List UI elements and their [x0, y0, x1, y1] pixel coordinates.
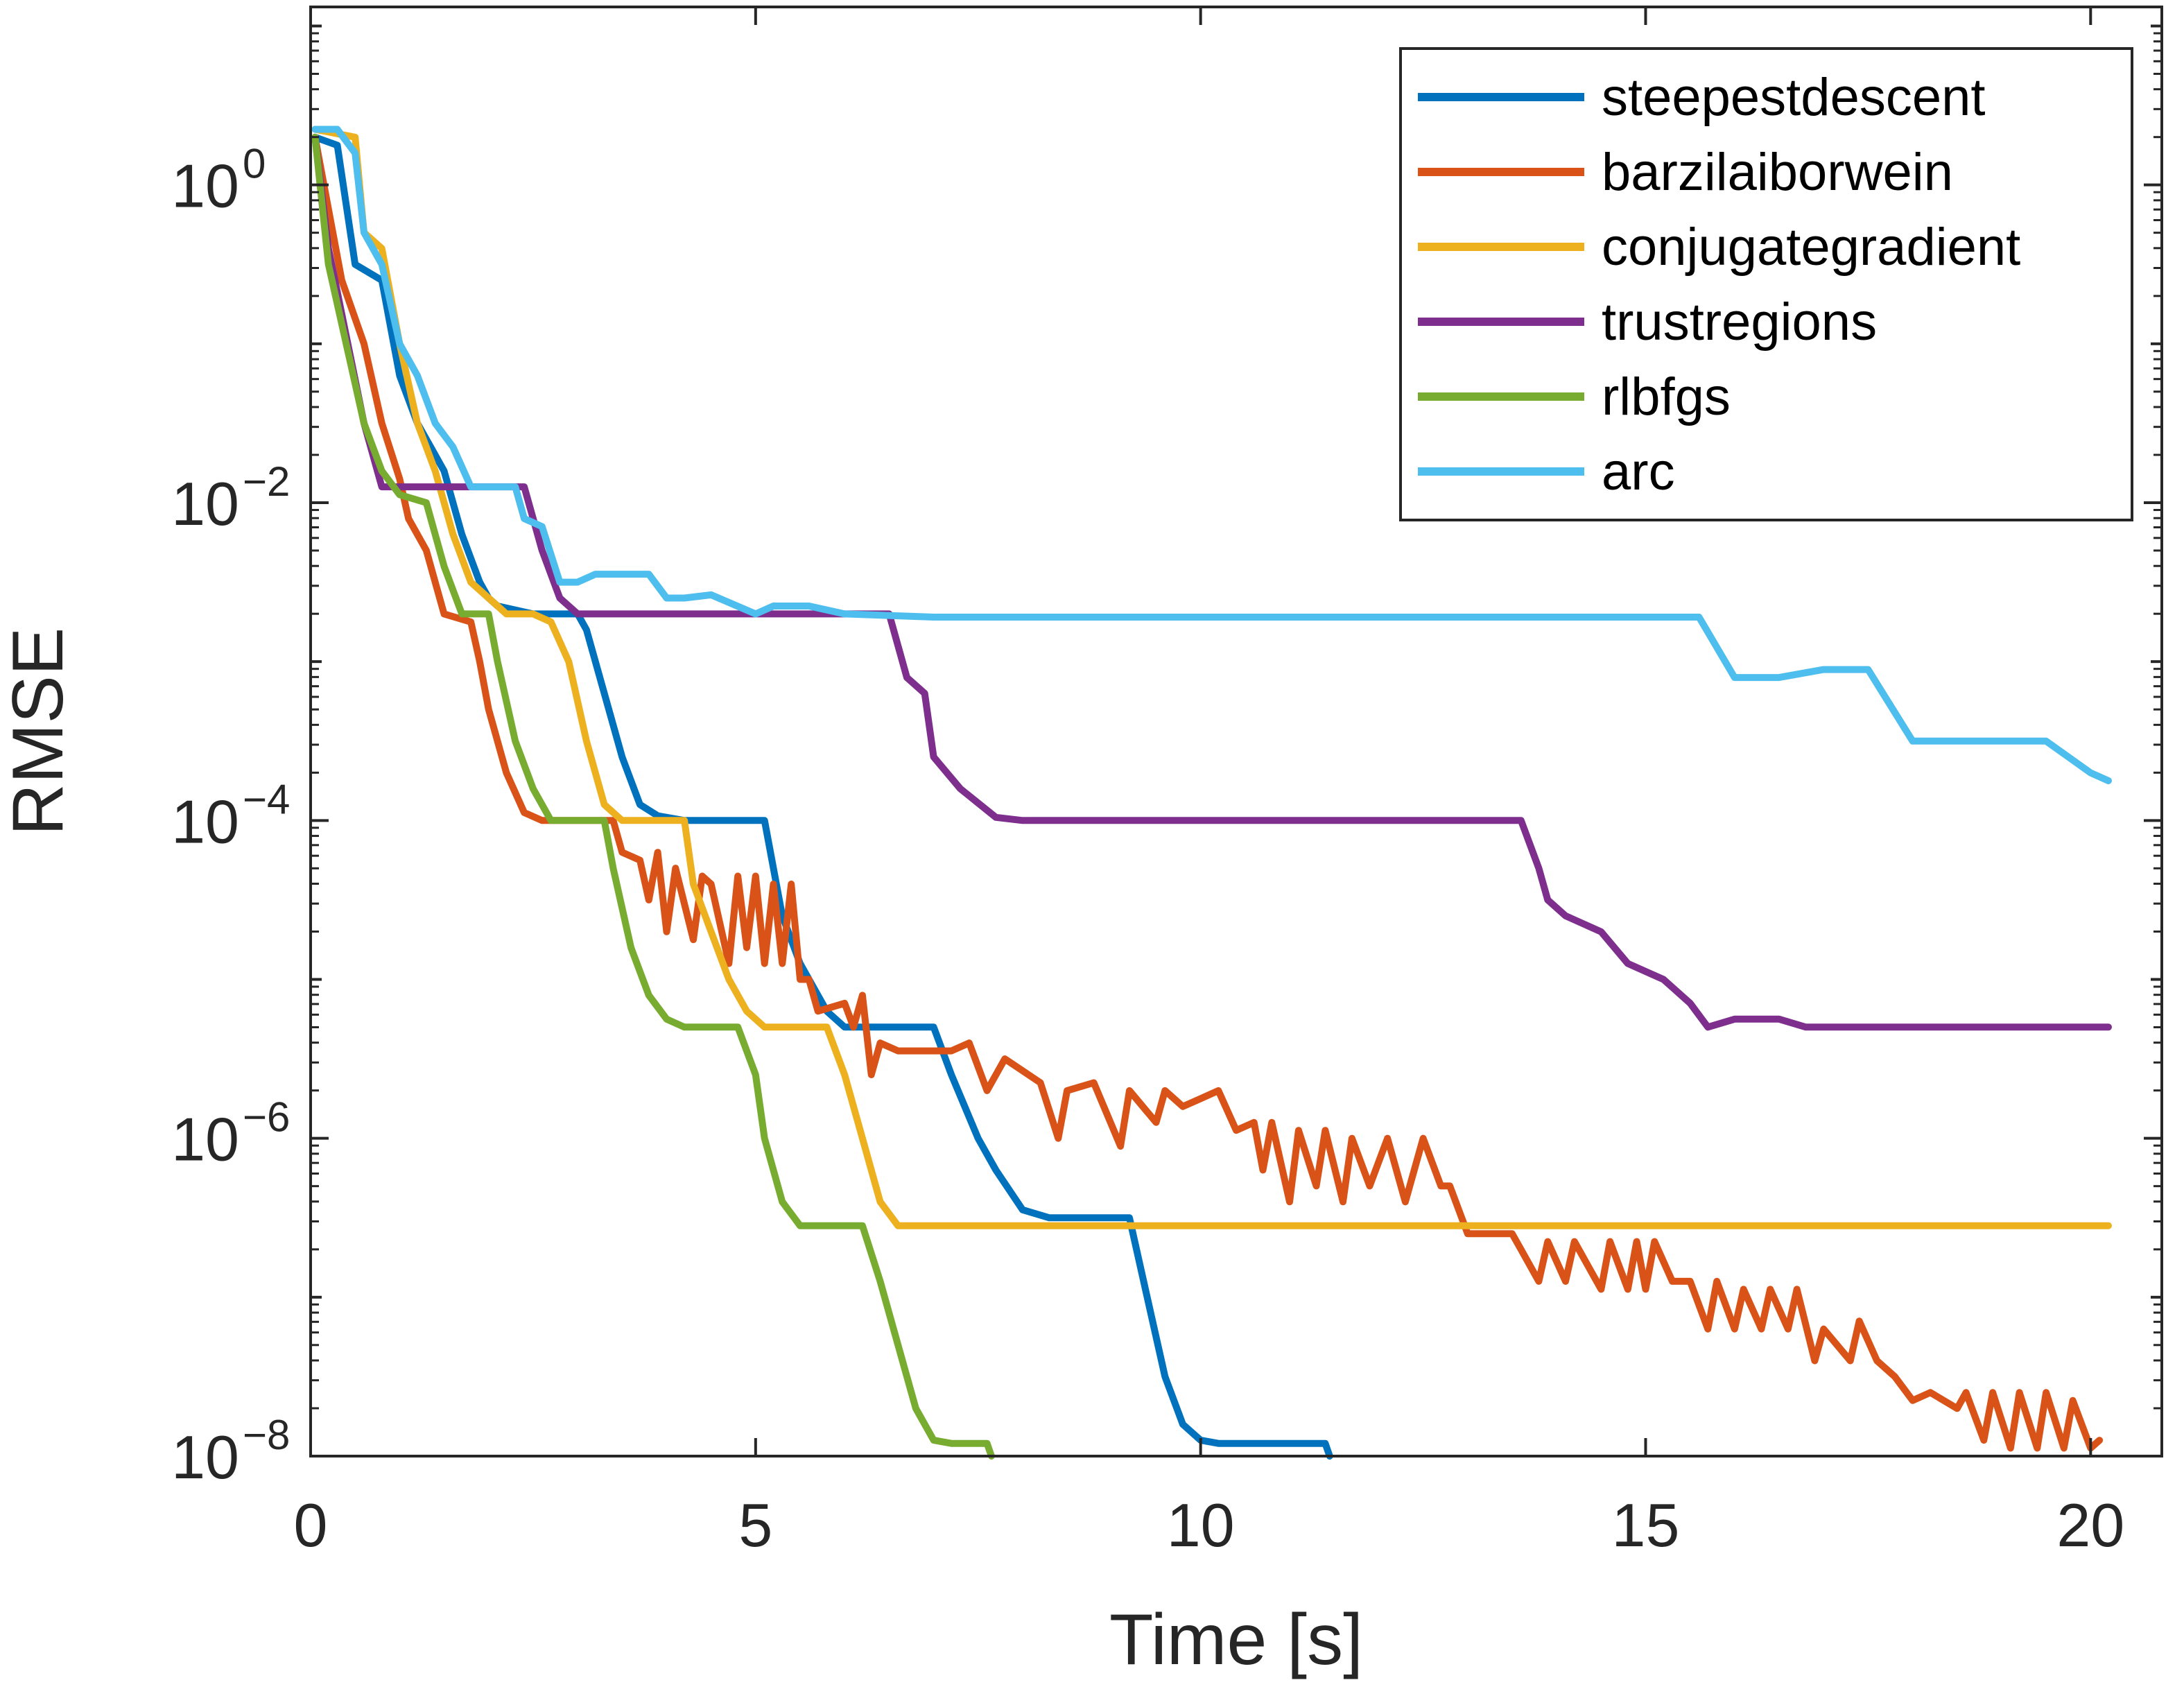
y-tick-label-base: 10: [171, 152, 239, 220]
y-tick-label--4: 10: [171, 787, 239, 856]
legend-label-trustregions: trustregions: [1602, 293, 1877, 352]
legend-box: [1399, 47, 2133, 521]
y-tick-label--8: 10: [171, 1423, 239, 1491]
y-tick-label--2: 10: [171, 469, 239, 538]
y-tick-label-base: 10: [171, 787, 239, 856]
y-tick-label-base: 10: [171, 469, 239, 538]
x-tick-label-0: 0: [294, 1491, 328, 1559]
series-line-arc: [311, 126, 2112, 784]
y-tick-label-exponent--8: −8: [243, 1412, 290, 1458]
y-tick-label-exponent--2: −2: [243, 458, 290, 505]
y-tick-label-base: 10: [171, 1105, 239, 1174]
y-tick-label-exponent--4: −4: [243, 776, 290, 822]
plot-frame: [309, 6, 2163, 1457]
series-line-barzilaiborwein: [311, 133, 2104, 1452]
legend-label-arc: arc: [1602, 442, 1675, 501]
x-tick-label-20: 20: [2056, 1491, 2124, 1559]
y-tick-label-0: 10: [171, 152, 239, 220]
legend-label-barzilaiborwein: barzilaiborwein: [1602, 143, 1953, 202]
y-tick-label--6: 10: [171, 1105, 239, 1174]
x-tick-label-15: 15: [1612, 1491, 1680, 1559]
series-line-rlbfgs: [311, 133, 995, 1460]
legend-label-steepestdescent: steepestdescent: [1602, 68, 1986, 127]
series-line-steepestdescent: [311, 133, 1333, 1460]
x-axis-title: Time [s]: [1109, 1600, 1363, 1680]
y-axis-title: RMSE: [0, 628, 78, 836]
y-tick-label-exponent--6: −6: [243, 1094, 290, 1141]
legend-label-rlbfgs: rlbfgs: [1602, 367, 1731, 426]
y-tick-label-base: 10: [171, 1423, 239, 1491]
series-line-conjugategradient: [311, 126, 2112, 1229]
series-line-trustregions: [311, 133, 2112, 1031]
x-tick-label-10: 10: [1167, 1491, 1235, 1559]
series-layer: [311, 126, 2112, 1460]
y-tick-label-exponent-0: 0: [243, 141, 266, 187]
legend: steepestdescent barzilaiborwein conjugateg…: [1399, 47, 2133, 521]
x-tick-label-5: 5: [738, 1491, 772, 1559]
legend-label-conjugategradient: conjugategradient: [1602, 218, 2020, 277]
